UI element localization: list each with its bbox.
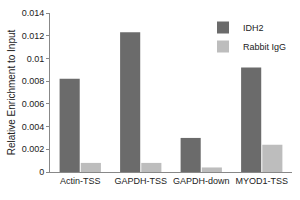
- svg-text:0: 0: [39, 167, 44, 177]
- svg-text:0.002: 0.002: [22, 144, 45, 154]
- svg-text:Rabbit IgG: Rabbit IgG: [243, 42, 286, 52]
- svg-text:Relative Enrichment to Input: Relative Enrichment to Input: [6, 29, 17, 155]
- svg-text:0.01: 0.01: [27, 54, 45, 64]
- svg-text:0.014: 0.014: [22, 8, 45, 18]
- svg-text:GAPDH-down: GAPDH-down: [173, 176, 230, 186]
- svg-text:0.008: 0.008: [22, 76, 45, 86]
- svg-text:0.006: 0.006: [22, 99, 45, 109]
- svg-text:IDH2: IDH2: [243, 23, 264, 33]
- svg-text:GAPDH-TSS: GAPDH-TSS: [114, 176, 167, 186]
- svg-text:MYOD1-TSS: MYOD1-TSS: [235, 176, 288, 186]
- svg-text:0.004: 0.004: [22, 122, 45, 132]
- svg-text:0.012: 0.012: [22, 31, 45, 41]
- svg-text:Actin-TSS: Actin-TSS: [60, 176, 101, 186]
